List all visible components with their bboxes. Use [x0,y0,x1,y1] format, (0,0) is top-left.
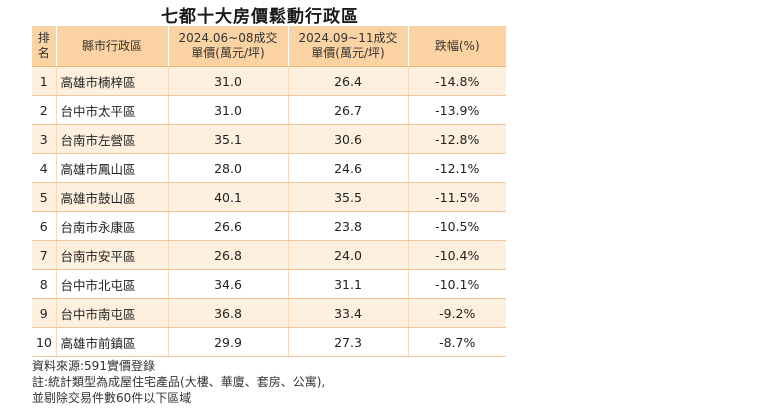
before-price-cell: 40.1 [168,182,289,212]
before-header-line1: 2024.06~08成交 [178,31,278,45]
before-price-cell: 31.0 [168,95,289,125]
table-row: 7 台南市安平區 26.8 24.0 -10.4% [32,240,506,270]
table-row: 5 高雄市鼓山區 40.1 35.5 -11.5% [32,182,506,212]
change-cell: -10.5% [408,211,506,241]
change-cell: -13.9% [408,95,506,125]
table-row: 9 台中市南屯區 36.8 33.4 -9.2% [32,298,506,328]
change-cell: -8.7% [408,327,506,357]
table-row: 4 高雄市鳳山區 28.0 24.6 -12.1% [32,153,506,183]
table-row: 1 高雄市楠梓區 31.0 26.4 -14.8% [32,66,506,96]
after-price-cell: 24.0 [288,240,409,270]
rank-cell: 1 [32,66,57,96]
area-cell: 台中市北屯區 [56,269,169,299]
area-cell: 高雄市前鎮區 [56,327,169,357]
area-cell: 台南市永康區 [56,211,169,241]
scope-note-line1: 註:統計類型為成屋住宅產品(大樓、華廈、套房、公寓), [32,375,326,389]
table-row: 10 高雄市前鎮區 29.9 27.3 -8.7% [32,327,506,357]
table-row: 3 台南市左營區 35.1 30.6 -12.8% [32,124,506,154]
change-cell: -10.4% [408,240,506,270]
change-cell: -12.1% [408,153,506,183]
before-price-cell: 31.0 [168,66,289,96]
after-price-cell: 27.3 [288,327,409,357]
scope-note-line2: 並剔除交易件數60件以下區域 [32,391,192,405]
change-cell: -9.2% [408,298,506,328]
area-cell: 台中市南屯區 [56,298,169,328]
after-price-cell: 35.5 [288,182,409,212]
area-cell: 高雄市鼓山區 [56,182,169,212]
after-header-line1: 2024.09~11成交 [298,31,398,45]
before-price-cell: 36.8 [168,298,289,328]
source-note: 資料來源:591實價登錄 [32,359,155,373]
rank-cell: 3 [32,124,57,154]
rank-header-line2: 名 [37,46,50,60]
after-header-line2: 單價(萬元/坪) [311,46,385,60]
before-price-cell: 28.0 [168,153,289,183]
rank-cell: 6 [32,211,57,241]
after-price-cell: 24.6 [288,153,409,183]
before-header-line2: 單價(萬元/坪) [191,46,265,60]
before-price-header: 2024.06~08成交 單價(萬元/坪) [168,26,289,67]
before-price-cell: 26.8 [168,240,289,270]
rank-header: 排 名 [32,26,57,67]
table-row: 8 台中市北屯區 34.6 31.1 -10.1% [32,269,506,299]
table-row: 2 台中市太平區 31.0 26.7 -13.9% [32,95,506,125]
after-price-cell: 31.1 [288,269,409,299]
header-row: 排 名 縣市行政區 2024.06~08成交 單價(萬元/坪) 2024.09~… [32,26,506,67]
table-title: 七都十大房價鬆動行政區 [161,7,359,27]
after-price-cell: 26.7 [288,95,409,125]
change-header: 跌幅(%) [408,26,506,67]
area-header: 縣市行政區 [56,26,169,67]
before-price-cell: 35.1 [168,124,289,154]
change-cell: -14.8% [408,66,506,96]
rank-cell: 8 [32,269,57,299]
change-cell: -10.1% [408,269,506,299]
after-price-header: 2024.09~11成交 單價(萬元/坪) [288,26,409,67]
area-cell: 高雄市鳳山區 [56,153,169,183]
rank-cell: 7 [32,240,57,270]
after-price-cell: 30.6 [288,124,409,154]
area-cell: 台中市太平區 [56,95,169,125]
before-price-cell: 29.9 [168,327,289,357]
price-drop-table: 排 名 縣市行政區 2024.06~08成交 單價(萬元/坪) 2024.09~… [32,26,506,357]
table-row: 6 台南市永康區 26.6 23.8 -10.5% [32,211,506,241]
rank-cell: 10 [32,327,57,357]
after-price-cell: 23.8 [288,211,409,241]
rank-cell: 9 [32,298,57,328]
after-price-cell: 26.4 [288,66,409,96]
footnotes: 資料來源:591實價登錄 註:統計類型為成屋住宅產品(大樓、華廈、套房、公寓),… [32,358,325,406]
before-price-cell: 34.6 [168,269,289,299]
after-price-cell: 33.4 [288,298,409,328]
change-cell: -12.8% [408,124,506,154]
rank-cell: 5 [32,182,57,212]
area-cell: 台南市安平區 [56,240,169,270]
rank-cell: 2 [32,95,57,125]
area-cell: 台南市左營區 [56,124,169,154]
change-cell: -11.5% [408,182,506,212]
rank-header-line1: 排 [37,31,50,45]
before-price-cell: 26.6 [168,211,289,241]
area-cell: 高雄市楠梓區 [56,66,169,96]
rank-cell: 4 [32,153,57,183]
